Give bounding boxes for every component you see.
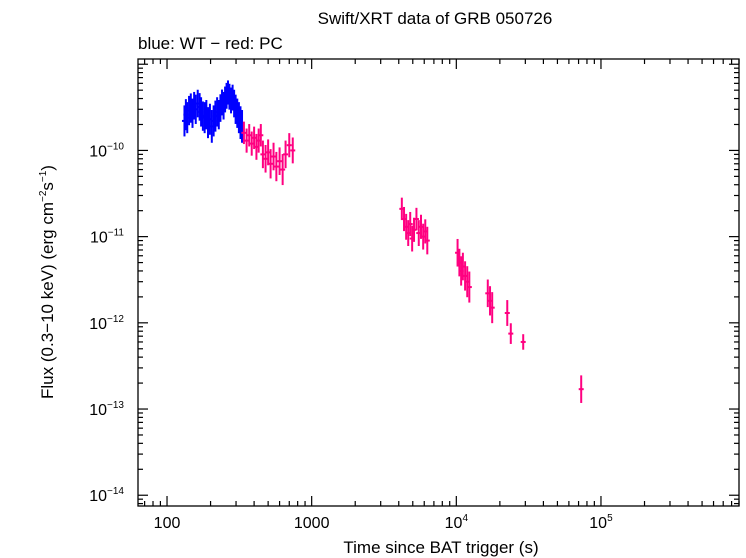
y-tick-labels: 10−10 10−11 10−12 10−13 10−14 [89,141,124,505]
plot-frame [137,58,740,507]
x-tick-label: 105 [589,513,613,532]
data-points [181,80,584,403]
y-axis-label: Flux (0.3−10 keV) (erg cm−2s−1) [38,165,57,399]
x-axis-label: Time since BAT trigger (s) [343,538,538,557]
x-tick-label: 1000 [294,515,330,532]
y-tick-label: 10−14 [89,486,124,505]
chart-subtitle: blue: WT − red: PC [138,34,283,53]
y-tick-label: 10−11 [90,228,124,247]
x-tick-labels: 100 1000 104 105 [154,513,613,532]
y-tick-label: 10−10 [89,141,124,160]
y-tick-label: 10−12 [89,314,124,333]
y-tick-label: 10−13 [89,400,124,419]
x-tick-label: 104 [445,513,469,532]
chart-title: Swift/XRT data of GRB 050726 [318,9,553,28]
axis-ticks [138,59,740,506]
x-tick-label: 100 [154,515,181,532]
